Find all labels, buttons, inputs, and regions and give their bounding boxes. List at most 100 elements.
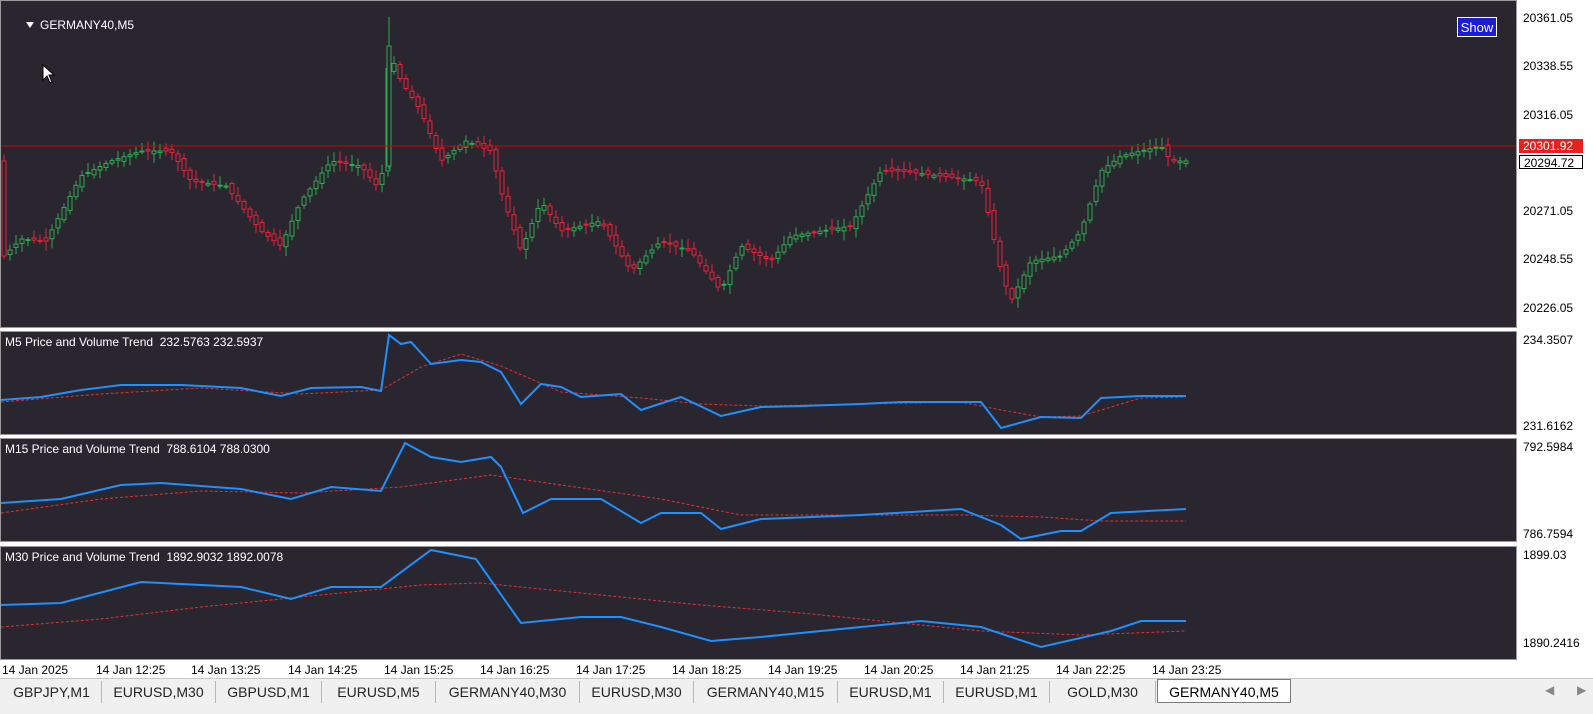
trend-line [1,548,1186,649]
candle-body [619,246,625,257]
candle-body [355,165,361,168]
candle-body [61,207,67,221]
chevron-right-icon[interactable]: ▶ [1577,683,1587,697]
candle-body [1153,146,1159,149]
candle-body [625,255,631,267]
candle-body [439,147,445,161]
indicator-pane-m15[interactable]: M15 Price and Volume Trend 788.6104 788.… [0,438,1517,542]
candle-body [871,183,877,196]
candle-body [535,208,541,222]
tab-germany40-m15[interactable]: GERMANY40,M15 [694,681,838,703]
candle-body [973,176,979,181]
candle-body [1099,169,1105,187]
triangle-down-icon[interactable] [26,21,35,28]
time-label: 14 Jan 15:25 [384,663,454,677]
candle-body [43,237,49,242]
tab-eurusd-m5[interactable]: EURUSD,M5 [322,681,436,703]
candle-body [319,172,325,184]
price-label: 20316.05 [1523,108,1574,122]
candle-body [103,163,109,168]
chart-window[interactable]: GERMANY40,M5 Show M5 Price and Volume Tr… [0,0,1593,678]
candle-body [331,161,337,166]
candle-body [823,229,829,232]
time-label: 14 Jan 22:25 [1056,663,1126,677]
candle-body [1,160,7,257]
indicator-pane-m5[interactable]: M5 Price and Volume Trend 232.5763 232.5… [0,331,1517,435]
candle-body [1183,160,1189,165]
indicator-min-label: 1890.2416 [1523,636,1580,650]
tab-eurusd-m30[interactable]: EURUSD,M30 [580,681,694,703]
tab-germany40-m30[interactable]: GERMANY40,M30 [436,681,580,703]
indicator-title: M5 Price and Volume Trend 232.5763 232.5… [5,335,264,349]
indicator-title: M15 Price and Volume Trend 788.6104 788.… [5,442,270,456]
candle-body [577,225,583,229]
show-button[interactable]: Show [1457,17,1497,37]
candle-body [1171,158,1177,162]
candle-body [523,238,529,250]
tab-germany40-m5[interactable]: GERMANY40,M5 [1157,679,1291,703]
candle-body [715,276,721,288]
tab-eurusd-m30[interactable]: EURUSD,M30 [102,681,216,703]
candlestick-chart[interactable] [1,1,1517,328]
time-label: 14 Jan 16:25 [480,663,550,677]
chart-symbol-title[interactable]: GERMANY40,M5 [6,4,134,46]
mouse-cursor-icon [42,64,56,84]
tab-gold-m30[interactable]: GOLD,M30 [1050,681,1156,703]
indicator-title: M30 Price and Volume Trend 1892.9032 189… [5,550,284,564]
candle-body [751,248,757,253]
candle-body [181,158,187,171]
candle-body [901,168,907,172]
candle-body [643,255,649,264]
candle-body [127,154,133,158]
signal-line [1,474,1186,522]
candle-body [685,247,691,251]
candle-body [637,261,643,269]
candle-body [223,185,229,188]
candle-body [979,181,985,186]
price-pane[interactable]: GERMANY40,M5 Show [0,0,1517,328]
chevron-left-icon[interactable]: ◀ [1545,683,1555,697]
candle-body [877,172,883,182]
chart-tab-bar[interactable]: GBPJPY,M1 EURUSD,M30 GBPUSD,M1 EURUSD,M5… [0,678,1593,714]
tab-eurusd-m1[interactable]: EURUSD,M1 [944,681,1050,703]
candle-body [157,150,163,153]
candle-body [247,208,253,218]
candle-body [445,154,451,159]
candle-body [1015,286,1021,299]
candle-body [121,156,127,162]
candle-body [1069,241,1075,249]
candle-body [1033,259,1039,264]
candle-body [1129,152,1135,157]
candle-body [847,225,853,228]
indicator-min-label: 231.6162 [1523,419,1574,433]
tab-eurusd-m1[interactable]: EURUSD,M1 [838,681,944,703]
candle-body [19,238,25,244]
candle-body [451,150,457,155]
candle-body [505,195,511,213]
candle-body [79,175,85,188]
time-label: 14 Jan 12:25 [96,663,166,677]
signal-line [1,582,1187,636]
candle-body [511,214,517,231]
candle-body [1117,156,1123,165]
tab-gbpusd-m1[interactable]: GBPUSD,M1 [216,681,322,703]
candle-body [1009,288,1015,300]
candle-body [349,164,355,166]
candle-body [91,169,97,176]
tab-gbpjpy-m1[interactable]: GBPJPY,M1 [2,681,102,703]
trend-line [1,441,1187,541]
candle-body [547,205,553,216]
indicator-pane-m30[interactable]: M30 Price and Volume Trend 1892.9032 189… [0,546,1517,660]
candle-body [187,169,193,180]
price-axis[interactable]: 20361.05 20338.55 20316.05 20271.05 2024… [1517,0,1593,662]
candle-body [811,231,817,234]
candle-body [721,283,727,286]
candle-body [1003,264,1009,287]
candle-body [307,188,313,197]
m15-pvt-plot [1,441,1187,541]
time-axis[interactable]: 14 Jan 2025 14 Jan 12:25 14 Jan 13:25 14… [0,662,1517,678]
symbol-label: GERMANY40,M5 [40,18,135,32]
candle-body [1111,160,1117,167]
candle-body [697,255,703,264]
candle-body [433,134,439,150]
